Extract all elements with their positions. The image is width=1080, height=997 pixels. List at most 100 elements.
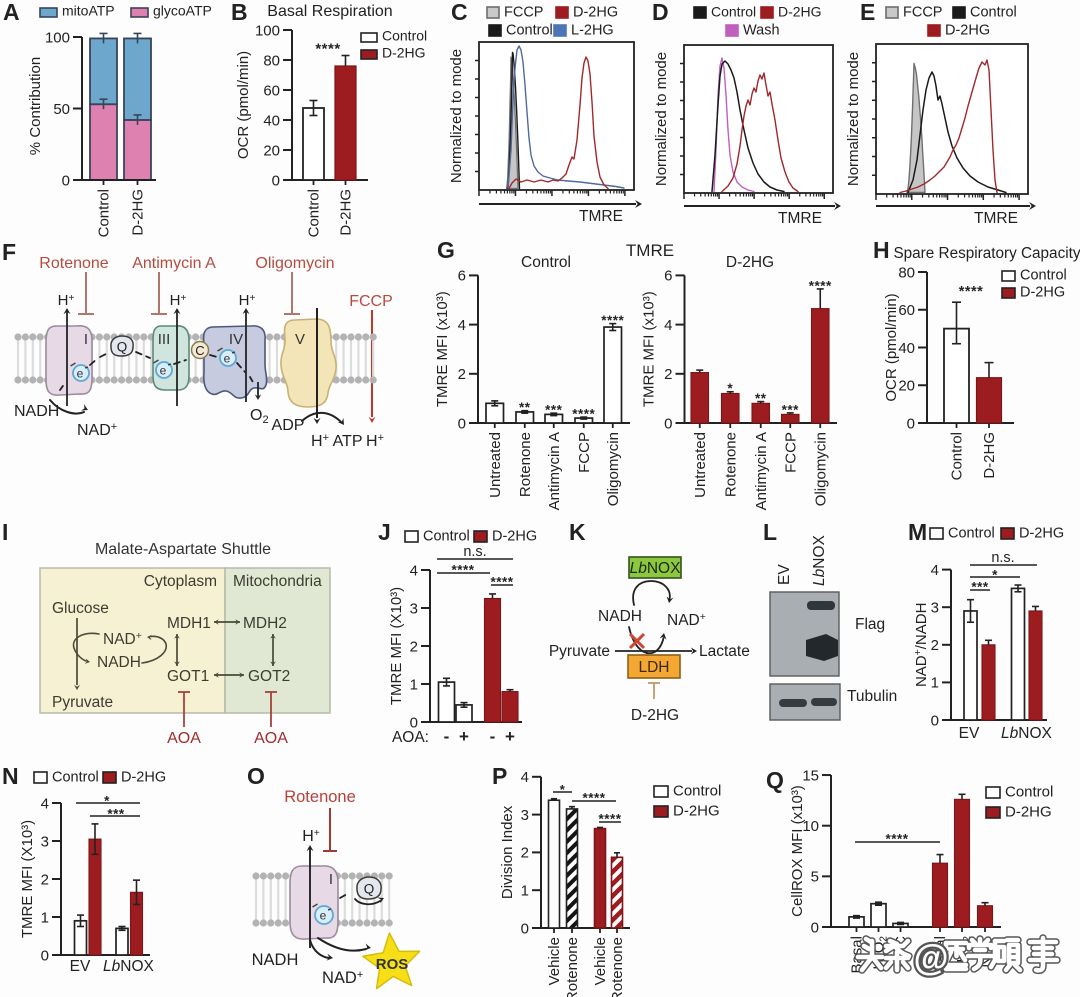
- svg-text:Control: Control: [948, 526, 995, 542]
- svg-text:Basal Respiration: Basal Respiration: [267, 3, 392, 20]
- svg-text:e: e: [160, 364, 167, 378]
- svg-text:80: 80: [263, 52, 280, 69]
- svg-text:LDH: LDH: [638, 659, 669, 676]
- svg-text:glycoATP: glycoATP: [153, 3, 212, 19]
- svg-text:***: ***: [545, 403, 563, 418]
- svg-text:Vehicle: Vehicle: [546, 937, 563, 985]
- svg-text:I: I: [329, 871, 333, 888]
- svg-text:E: E: [860, 0, 875, 25]
- svg-text:Mitochondria: Mitochondria: [233, 573, 322, 590]
- svg-text:D-2HG: D-2HG: [631, 707, 679, 724]
- svg-text:Control: Control: [521, 254, 571, 271]
- svg-text:****: ****: [315, 40, 340, 57]
- svg-text:40: 40: [898, 340, 915, 357]
- svg-text:K: K: [569, 519, 586, 545]
- svg-text:Control: Control: [423, 529, 470, 545]
- svg-text:B: B: [231, 0, 248, 25]
- svg-text:Antimycin A: Antimycin A: [546, 432, 563, 510]
- svg-text:***: ***: [107, 806, 125, 821]
- svg-text:Rotenone: Rotenone: [517, 432, 534, 497]
- svg-text:NADH: NADH: [14, 403, 59, 420]
- svg-text:e: e: [77, 367, 84, 381]
- svg-text:Control: Control: [711, 4, 756, 20]
- svg-text:1: 1: [41, 909, 49, 926]
- svg-text:1: 1: [521, 882, 529, 899]
- svg-text:Antimycin A: Antimycin A: [132, 255, 216, 272]
- svg-text:mitoATP: mitoATP: [62, 3, 115, 19]
- svg-text:10: 10: [802, 818, 819, 835]
- svg-text:4: 4: [410, 562, 418, 579]
- svg-text:**: **: [519, 400, 531, 415]
- svg-text:0: 0: [458, 415, 466, 432]
- svg-text:****: ****: [809, 278, 832, 293]
- svg-text:Control: Control: [382, 28, 427, 44]
- svg-text:2: 2: [41, 871, 49, 888]
- svg-text:Control: Control: [1005, 784, 1053, 801]
- svg-text:2: 2: [664, 366, 672, 383]
- svg-text:60: 60: [263, 82, 280, 99]
- svg-text:H: H: [873, 237, 890, 263]
- svg-text:Control: Control: [949, 432, 966, 480]
- svg-text:Untreated: Untreated: [692, 432, 709, 498]
- svg-text:2: 2: [410, 638, 418, 655]
- svg-text:@: @: [913, 937, 948, 978]
- svg-text:OCR (pmol/min): OCR (pmol/min): [235, 51, 252, 159]
- svg-text:Malate-Aspartate Shuttle: Malate-Aspartate Shuttle: [95, 541, 271, 558]
- svg-text:GOT1: GOT1: [167, 668, 209, 685]
- svg-text:A: A: [3, 0, 20, 25]
- svg-text:0: 0: [521, 920, 529, 937]
- svg-text:****: ****: [601, 313, 624, 328]
- svg-text:Untreated: Untreated: [487, 432, 504, 498]
- svg-text:IV: IV: [229, 331, 243, 348]
- svg-text:TMRE MFI (X10³): TMRE MFI (X10³): [388, 587, 405, 705]
- svg-text:C: C: [451, 0, 468, 25]
- svg-text:D-2HG: D-2HG: [130, 189, 147, 236]
- svg-text:F: F: [2, 239, 16, 265]
- svg-text:CellROX MFI (x10³): CellROX MFI (x10³): [789, 785, 806, 917]
- svg-text:D-2HG: D-2HG: [492, 529, 537, 545]
- svg-text:AOA: AOA: [254, 730, 288, 747]
- svg-text:+: +: [459, 727, 469, 746]
- svg-text:Control: Control: [52, 770, 99, 786]
- svg-text:OCR (pmol/min): OCR (pmol/min): [883, 293, 900, 401]
- svg-text:MDH2: MDH2: [243, 615, 287, 632]
- svg-text:TMRE MFI (X10³): TMRE MFI (X10³): [19, 820, 36, 938]
- svg-text:e: e: [320, 909, 327, 923]
- svg-text:e: e: [224, 352, 231, 366]
- svg-text:Pyruvate: Pyruvate: [549, 643, 610, 660]
- svg-text:Rotenone: Rotenone: [564, 937, 581, 997]
- svg-text:V: V: [295, 331, 305, 348]
- svg-text:Lactate: Lactate: [699, 643, 750, 660]
- svg-text:Rotenone: Rotenone: [609, 937, 626, 997]
- svg-text:O: O: [247, 763, 265, 789]
- svg-text:D-2HG: D-2HG: [121, 770, 166, 786]
- svg-text:Spare Respiratory Capacity: Spare Respiratory Capacity: [893, 245, 1080, 262]
- svg-text:C: C: [195, 343, 204, 358]
- svg-text:1: 1: [931, 675, 939, 692]
- svg-text:FCCP: FCCP: [903, 5, 942, 21]
- svg-text:*: *: [992, 567, 998, 582]
- svg-text:60: 60: [898, 302, 915, 319]
- svg-text:D-2HG: D-2HG: [1019, 526, 1064, 542]
- svg-text:D-2HG: D-2HG: [673, 803, 720, 820]
- svg-text:Wash: Wash: [743, 23, 780, 39]
- svg-text:P: P: [492, 763, 507, 789]
- svg-text:***: ***: [971, 579, 989, 594]
- svg-text:M: M: [908, 519, 927, 545]
- svg-text:EV: EV: [959, 725, 980, 742]
- svg-text:NAD+: NAD+: [77, 421, 117, 439]
- svg-text:4: 4: [521, 769, 529, 786]
- svg-text:-: -: [444, 727, 450, 746]
- svg-text:TMRE: TMRE: [579, 208, 623, 225]
- svg-text:D-2HG: D-2HG: [1005, 804, 1052, 821]
- svg-text:1: 1: [410, 676, 418, 693]
- svg-text:100: 100: [255, 22, 280, 39]
- svg-text:TMRE: TMRE: [778, 210, 822, 227]
- svg-text:G: G: [437, 237, 455, 263]
- svg-text:FCCP: FCCP: [504, 5, 543, 21]
- svg-text:L-2HG: L-2HG: [571, 23, 614, 39]
- svg-text:Control: Control: [970, 5, 1017, 21]
- svg-text:80: 80: [898, 264, 915, 281]
- svg-text:4: 4: [664, 317, 672, 334]
- svg-text:L: L: [763, 519, 777, 545]
